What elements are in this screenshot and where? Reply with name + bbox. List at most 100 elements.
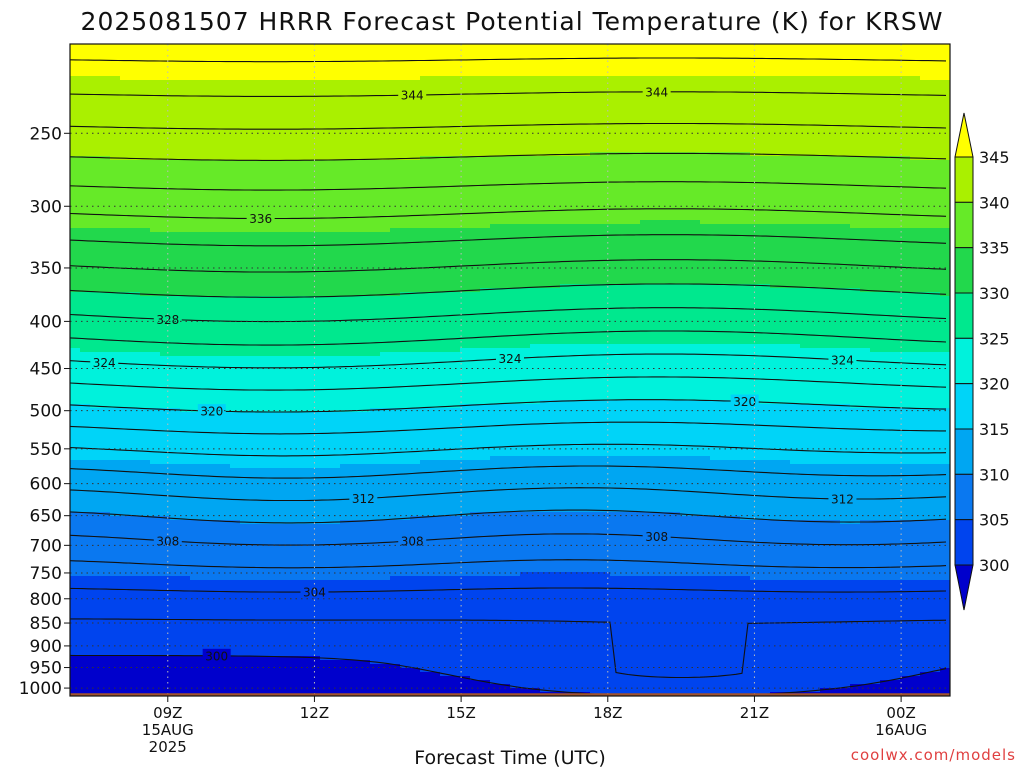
fill-cell xyxy=(70,144,950,149)
fill-cell xyxy=(110,156,421,161)
fill-cell xyxy=(70,428,950,433)
fill-cell xyxy=(870,348,950,353)
fill-cell xyxy=(520,572,611,577)
fill-cell xyxy=(850,224,950,229)
x-axis-title: Forecast Time (UTC) xyxy=(414,747,605,768)
contour-332 xyxy=(70,259,947,273)
fill-cell xyxy=(70,348,81,353)
contour-336 xyxy=(70,208,947,220)
contour-label: 344 xyxy=(401,89,424,103)
fill-cell xyxy=(70,304,950,309)
fill-cell xyxy=(70,168,950,173)
fill-cell xyxy=(190,576,391,581)
fill-cell xyxy=(70,52,950,57)
fill-cell xyxy=(70,96,950,101)
fill-cell xyxy=(420,668,941,673)
fill-cell xyxy=(70,284,561,289)
fill-cell xyxy=(880,680,950,685)
fill-cell xyxy=(530,344,801,349)
fill-cell xyxy=(590,152,751,157)
colorbar-label: 320 xyxy=(979,375,1010,394)
y-tick-label: 400 xyxy=(30,312,62,332)
x-tick-label: 00Z xyxy=(886,704,915,722)
fill-cell xyxy=(80,348,461,353)
fill-cell xyxy=(610,572,950,577)
x-tick-label: 16AUG xyxy=(875,721,927,739)
colorbar-legend: 345 340 335 330 325 320 315 310 305 300 xyxy=(954,112,1010,611)
colorbar-segment xyxy=(954,156,974,203)
colorbar-segment xyxy=(954,337,974,385)
fill-cell xyxy=(70,364,950,369)
fill-cell xyxy=(710,456,950,461)
fill-cell xyxy=(70,340,950,345)
fill-cell xyxy=(70,628,950,633)
fill-cell xyxy=(850,404,950,409)
fill-cell xyxy=(70,576,191,581)
fill-cell xyxy=(70,604,950,609)
fill-cell xyxy=(70,120,950,125)
fill-cell xyxy=(70,380,950,385)
fill-cell xyxy=(70,164,950,169)
temperature-fill xyxy=(70,44,950,696)
contour-346 xyxy=(70,57,947,63)
fill-cell xyxy=(420,76,921,81)
fill-cell xyxy=(70,440,950,445)
fill-cell xyxy=(70,612,950,617)
fill-cell xyxy=(440,672,921,677)
fill-cell xyxy=(560,284,771,289)
fill-cell xyxy=(420,156,911,161)
fill-cell xyxy=(70,320,950,325)
fill-cell xyxy=(70,88,950,93)
chart-title: 2025081507 HRRR Forecast Potential Tempe… xyxy=(81,7,944,36)
fill-cell xyxy=(70,56,950,61)
contour-310 xyxy=(70,509,947,524)
fill-cell xyxy=(70,500,950,505)
contour-label-bg xyxy=(202,648,231,663)
fill-cell xyxy=(70,636,950,641)
colorbar-segment xyxy=(954,201,974,249)
colorbar-segment xyxy=(954,428,974,475)
fill-cell xyxy=(70,300,950,305)
fill-cell xyxy=(70,468,950,473)
fill-cell xyxy=(70,160,950,165)
fill-cell xyxy=(70,372,950,377)
fill-cell xyxy=(70,536,950,541)
fill-cell xyxy=(70,484,950,489)
y-tick-label: 950 xyxy=(30,659,62,679)
fill-cell xyxy=(70,324,950,329)
fill-cell xyxy=(70,412,950,417)
fill-cell xyxy=(70,664,401,669)
fill-cell xyxy=(70,264,950,269)
fill-cell xyxy=(170,516,411,521)
fill-cell xyxy=(940,668,950,673)
contour-label: 324 xyxy=(93,356,116,370)
contour-label-bg xyxy=(642,529,671,544)
contour-label-bg xyxy=(197,404,226,419)
fill-cell xyxy=(180,408,371,413)
fill-cell xyxy=(70,568,950,573)
contour-306 xyxy=(70,559,947,569)
fill-cell xyxy=(70,84,950,89)
fill-cell xyxy=(490,680,881,685)
fill-cell xyxy=(70,352,161,357)
fill-cell xyxy=(470,676,901,681)
fill-cell xyxy=(70,520,241,525)
fill-cell xyxy=(70,656,321,661)
fill-cell xyxy=(70,344,531,349)
fill-cell xyxy=(70,588,950,593)
fill-cell xyxy=(800,344,950,349)
contour-label: 324 xyxy=(499,352,522,366)
fill-cell xyxy=(70,196,950,201)
fill-cell xyxy=(70,148,950,153)
fill-cell xyxy=(70,420,950,425)
y-tick-label: 1000 xyxy=(19,679,62,699)
fill-cell xyxy=(320,656,950,661)
fill-cell xyxy=(760,400,950,405)
fill-cell xyxy=(70,640,950,645)
fill-cell xyxy=(70,680,491,685)
fill-cell xyxy=(70,316,950,321)
fill-cell xyxy=(70,200,950,205)
fill-cell xyxy=(70,72,950,77)
fill-cell xyxy=(70,60,950,65)
